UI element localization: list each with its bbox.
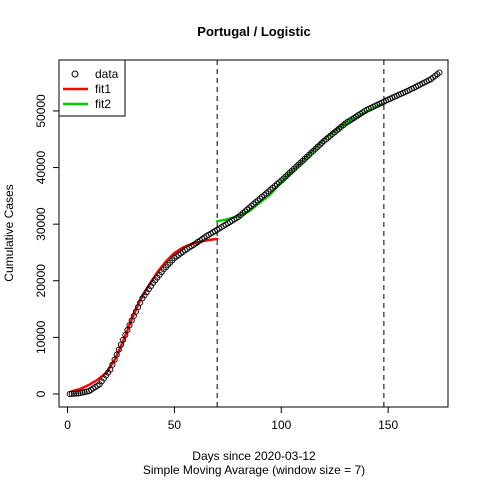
y-tick-label: 20000 (34, 264, 48, 298)
data-point (115, 346, 122, 353)
data-point (288, 167, 296, 174)
data-point (282, 173, 289, 180)
legend-fit2-label: fit2 (95, 97, 111, 111)
data-point (295, 161, 302, 168)
data-point (318, 139, 325, 146)
axes: 0 50 100 150 0 10000 20000 30000 40000 50000 (34, 94, 398, 432)
x-tick-label: 0 (64, 418, 71, 432)
x-tick-label: 50 (168, 418, 182, 432)
data-point (299, 157, 306, 164)
x-axis-subtitle: Simple Moving Avarage (window size = 7) (143, 463, 365, 477)
data-point (107, 366, 114, 373)
y-tick-label: 0 (34, 390, 48, 397)
data-point (120, 336, 127, 343)
data-point (306, 151, 313, 158)
data-point (316, 141, 323, 148)
legend-data-marker (71, 70, 79, 78)
data-point (111, 356, 118, 363)
legend: data fit1 fit2 (58, 59, 126, 117)
data-point (66, 390, 73, 398)
x-tick-label: 150 (378, 418, 398, 432)
y-tick-label: 10000 (34, 320, 48, 354)
data-point (109, 361, 116, 368)
data-point (436, 69, 443, 76)
data-points (66, 69, 443, 398)
data-point (301, 155, 308, 162)
chart-title: Portugal / Logistic (197, 24, 310, 39)
data-point (75, 390, 82, 397)
data-point (312, 145, 319, 152)
legend-data-label: data (95, 67, 119, 81)
x-axis-label: Days since 2020-03-12 (192, 449, 316, 463)
data-point (291, 165, 298, 172)
y-tick-label: 40000 (34, 151, 48, 185)
data-point (68, 390, 75, 397)
data-point (147, 283, 154, 290)
reference-lines (216, 60, 385, 407)
data-point (284, 171, 291, 178)
y-tick-label: 30000 (34, 207, 48, 241)
data-point (278, 177, 285, 184)
data-point (126, 322, 133, 329)
data-point (122, 331, 129, 339)
data-point (113, 351, 120, 358)
y-tick-label: 50000 (34, 94, 48, 128)
data-point (73, 390, 80, 397)
y-axis-label: Cumulative Cases (2, 184, 16, 281)
x-tick-label: 100 (271, 418, 291, 432)
legend-fit1-label: fit1 (95, 82, 111, 96)
data-point (70, 390, 78, 397)
data-point (141, 292, 148, 299)
